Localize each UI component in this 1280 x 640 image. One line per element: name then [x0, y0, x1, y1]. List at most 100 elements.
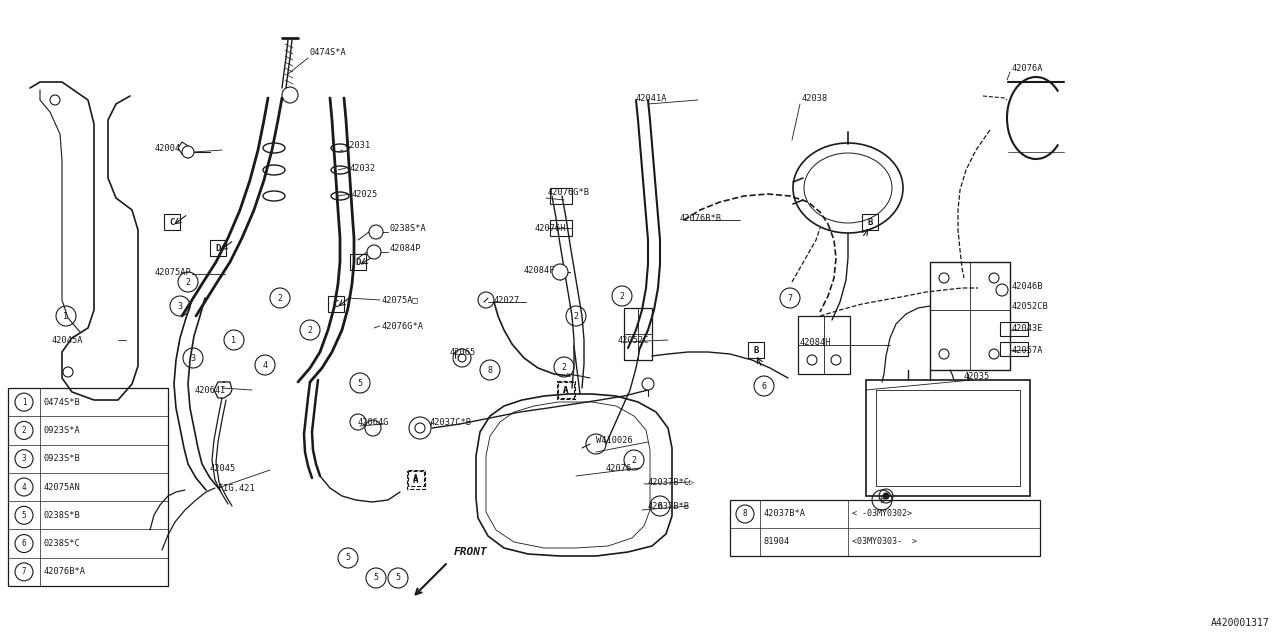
Circle shape	[940, 349, 948, 359]
Text: 42037B*B: 42037B*B	[648, 502, 690, 511]
Circle shape	[989, 349, 998, 359]
Text: 2: 2	[22, 426, 27, 435]
Text: 8: 8	[488, 365, 493, 374]
Text: 42037C*B: 42037C*B	[430, 417, 472, 426]
Bar	[1000, 342, 1028, 356]
Bar	[558, 382, 573, 398]
Text: 42076B*B: 42076B*B	[680, 214, 722, 223]
Text: 42031: 42031	[346, 141, 371, 150]
Text: A: A	[563, 385, 568, 394]
Text: 42076B*A: 42076B*A	[44, 567, 86, 577]
Text: 2: 2	[631, 456, 636, 465]
Text: 8: 8	[742, 509, 748, 518]
Circle shape	[552, 264, 568, 280]
Text: 42075AP: 42075AP	[155, 268, 192, 276]
Bar	[407, 471, 425, 489]
Text: 42065: 42065	[451, 348, 476, 356]
Text: A: A	[413, 476, 419, 484]
Bar	[625, 308, 652, 360]
Text: 1: 1	[22, 397, 27, 406]
Text: 2: 2	[573, 312, 579, 321]
Text: 0238S*B: 0238S*B	[44, 511, 81, 520]
Bar	[349, 254, 366, 270]
Text: 42076G*B: 42076G*B	[548, 188, 590, 196]
Text: FIG.421: FIG.421	[218, 483, 255, 493]
Text: 1: 1	[64, 312, 69, 321]
Circle shape	[369, 225, 383, 239]
Bar	[867, 380, 1030, 496]
Text: 42041A: 42041A	[636, 93, 667, 102]
Text: 2: 2	[186, 278, 191, 287]
Text: 42064G: 42064G	[358, 417, 389, 426]
Text: <03MY0303-  >: <03MY0303- >	[852, 538, 916, 547]
Text: A: A	[413, 474, 419, 483]
Text: 0474S*B: 0474S*B	[44, 397, 81, 406]
Circle shape	[996, 284, 1009, 296]
Text: 42052C: 42052C	[618, 335, 649, 344]
Text: 0474S*A: 0474S*A	[310, 47, 347, 56]
Circle shape	[50, 95, 60, 105]
Text: W410026: W410026	[596, 435, 632, 445]
Bar	[210, 240, 227, 256]
Circle shape	[883, 493, 890, 499]
Bar	[748, 342, 764, 358]
Circle shape	[831, 355, 841, 365]
Text: 42076H: 42076H	[535, 223, 567, 232]
Text: 42057A: 42057A	[1012, 346, 1043, 355]
Text: A420001317: A420001317	[1211, 618, 1270, 628]
Text: 7: 7	[787, 294, 792, 303]
Text: 2: 2	[278, 294, 283, 303]
Circle shape	[643, 378, 654, 390]
Bar	[408, 470, 424, 486]
Text: 42076: 42076	[605, 463, 632, 472]
Bar	[557, 381, 575, 399]
Text: 81904: 81904	[764, 538, 790, 547]
Text: 42076G*A: 42076G*A	[381, 321, 424, 330]
Text: 42045A: 42045A	[52, 335, 83, 344]
Text: B: B	[868, 218, 873, 227]
Text: 3: 3	[22, 454, 27, 463]
Bar	[876, 390, 1020, 486]
Bar	[550, 220, 572, 236]
Circle shape	[806, 355, 817, 365]
Text: 42046B: 42046B	[1012, 282, 1043, 291]
Text: 3: 3	[191, 353, 196, 362]
Text: 2: 2	[562, 362, 567, 371]
Text: 0923S*B: 0923S*B	[44, 454, 81, 463]
Text: B: B	[754, 346, 759, 355]
Text: 3: 3	[178, 301, 183, 310]
Circle shape	[367, 245, 381, 259]
Text: 0238S*C: 0238S*C	[44, 539, 81, 548]
Bar	[931, 262, 1010, 370]
Text: 42045: 42045	[210, 463, 237, 472]
Text: 42084P: 42084P	[390, 243, 421, 253]
Bar	[797, 316, 850, 374]
Text: 42035: 42035	[964, 371, 991, 381]
Text: < -03MY0302>: < -03MY0302>	[852, 509, 911, 518]
Bar	[164, 214, 180, 230]
Text: 5: 5	[22, 511, 27, 520]
Text: C: C	[333, 300, 339, 308]
Text: 6: 6	[22, 539, 27, 548]
Text: 42025: 42025	[352, 189, 379, 198]
Circle shape	[989, 273, 998, 283]
Text: C: C	[169, 218, 174, 227]
Text: 42075AN: 42075AN	[44, 483, 81, 492]
Bar	[8, 388, 168, 586]
Text: 6: 6	[879, 495, 884, 504]
Bar	[328, 296, 344, 312]
Text: 42037B*C▷: 42037B*C▷	[648, 477, 695, 486]
Text: 42084F: 42084F	[524, 266, 556, 275]
Text: 42004: 42004	[155, 143, 182, 152]
Text: 1: 1	[232, 335, 237, 344]
Text: A: A	[563, 385, 568, 394]
Text: 5: 5	[346, 554, 351, 563]
Text: 6: 6	[762, 381, 767, 390]
Text: 42076A: 42076A	[1012, 63, 1043, 72]
Bar	[1000, 322, 1028, 336]
Text: 5: 5	[396, 573, 401, 582]
Circle shape	[63, 367, 73, 377]
Text: 0923S*A: 0923S*A	[44, 426, 81, 435]
Text: 6: 6	[658, 502, 663, 511]
Text: 42027: 42027	[494, 296, 520, 305]
